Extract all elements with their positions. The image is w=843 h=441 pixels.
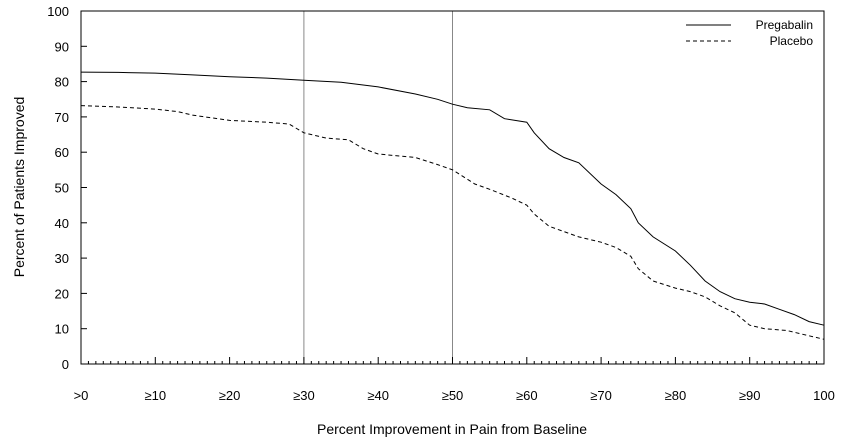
x-tick-label: ≥90: [739, 388, 761, 403]
y-tick-label: 60: [55, 145, 69, 160]
y-tick-label: 70: [55, 110, 69, 125]
x-tick-label: ≥20: [219, 388, 241, 403]
y-tick-label: 80: [55, 75, 69, 90]
series-line-placebo: [80, 105, 825, 340]
y-tick-label: 40: [55, 216, 69, 231]
y-axis-title: Percent of Patients Improved: [11, 97, 27, 278]
legend-label-pregabalin: Pregabalin: [756, 18, 813, 32]
y-tick-labels: 0 10 20 30 40 50 60 70 80 90 100: [47, 4, 69, 372]
y-tick-label: 90: [55, 39, 69, 54]
y-tick-label: 10: [55, 322, 69, 337]
x-tick-label: ≥70: [590, 388, 612, 403]
x-tick-label: ≥10: [144, 388, 166, 403]
x-tick-label: ≥60: [516, 388, 538, 403]
y-tick-label: 20: [55, 286, 69, 301]
y-tick-label: 100: [47, 4, 69, 19]
x-axis-title: Percent Improvement in Pain from Baselin…: [317, 421, 587, 437]
series-line-pregabalin: [80, 71, 825, 326]
reference-lines: [303, 11, 453, 364]
x-tick-label: ≥40: [367, 388, 389, 403]
x-tick-labels: >0 ≥10 ≥20 ≥30 ≥40 ≥50 ≥60 ≥70 ≥80 ≥90 100: [74, 388, 835, 403]
legend: Pregabalin Placebo: [686, 18, 813, 48]
series-lines: [80, 71, 825, 340]
x-tick-label: >0: [74, 388, 89, 403]
x-tick-label: ≥80: [665, 388, 687, 403]
x-tick-label: ≥30: [293, 388, 315, 403]
x-tick-label: ≥50: [442, 388, 464, 403]
y-tick-label: 30: [55, 251, 69, 266]
y-tick-label: 0: [62, 357, 69, 372]
legend-label-placebo: Placebo: [770, 34, 814, 48]
y-tick-label: 50: [55, 181, 69, 196]
x-tick-label: 100: [813, 388, 835, 403]
plot-frame: [80, 10, 825, 365]
y-major-ticks: [81, 10, 87, 365]
